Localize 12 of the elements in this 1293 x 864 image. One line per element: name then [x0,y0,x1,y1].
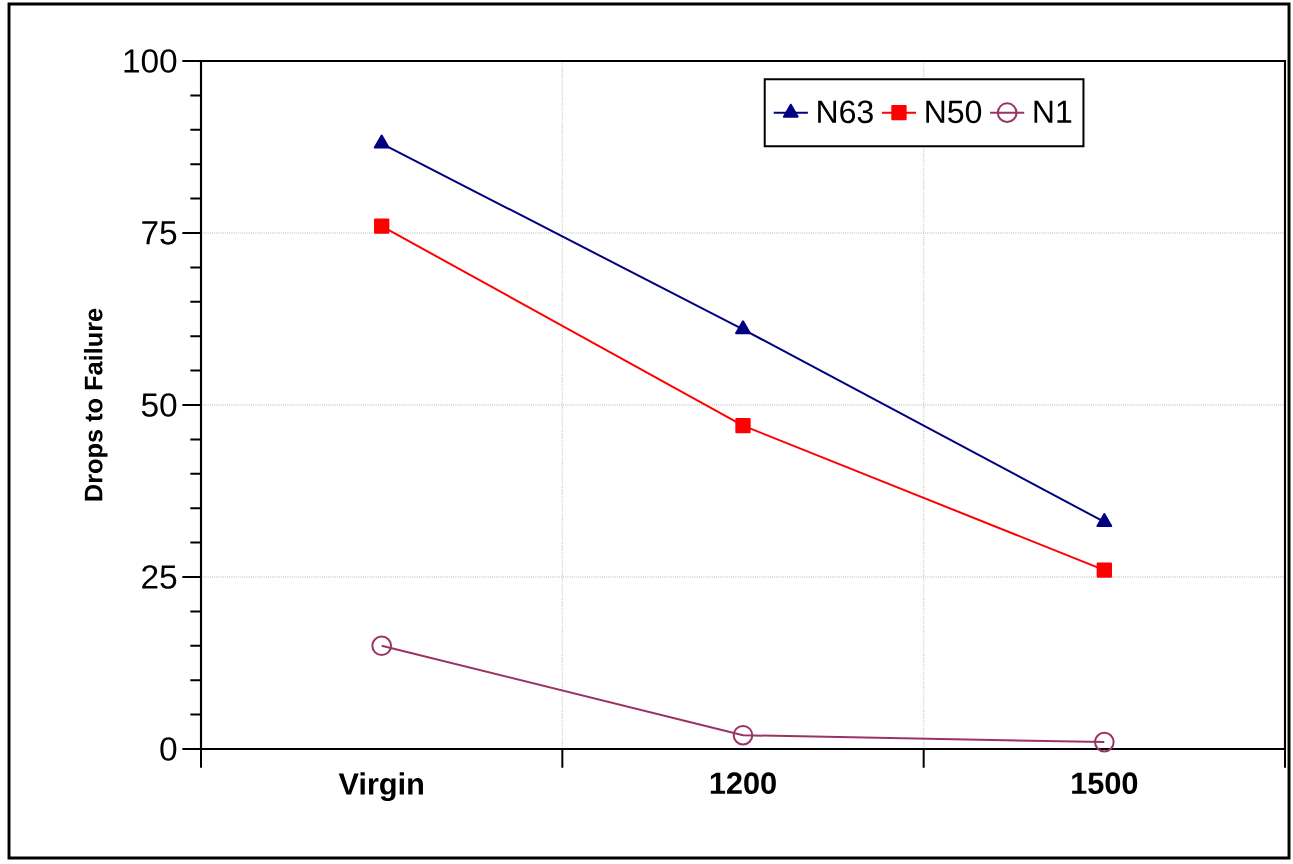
legend-label: N50 [926,100,982,124]
y-tick-label: 75 [142,221,177,245]
y-tick-label: 100 [124,49,177,73]
x-tick-label: 1200 [710,772,776,795]
x-tick-label: 1500 [1072,772,1138,795]
y-tick-label: 50 [141,393,177,417]
y-axis-title: Drops to Failure [83,308,108,501]
legend-label: N1 [1034,100,1072,123]
legend-label: N63 [818,100,873,124]
y-tick-label: 0 [160,737,177,761]
y-tick-label: 25 [142,565,177,589]
x-tick-label: Virgin [338,772,423,802]
